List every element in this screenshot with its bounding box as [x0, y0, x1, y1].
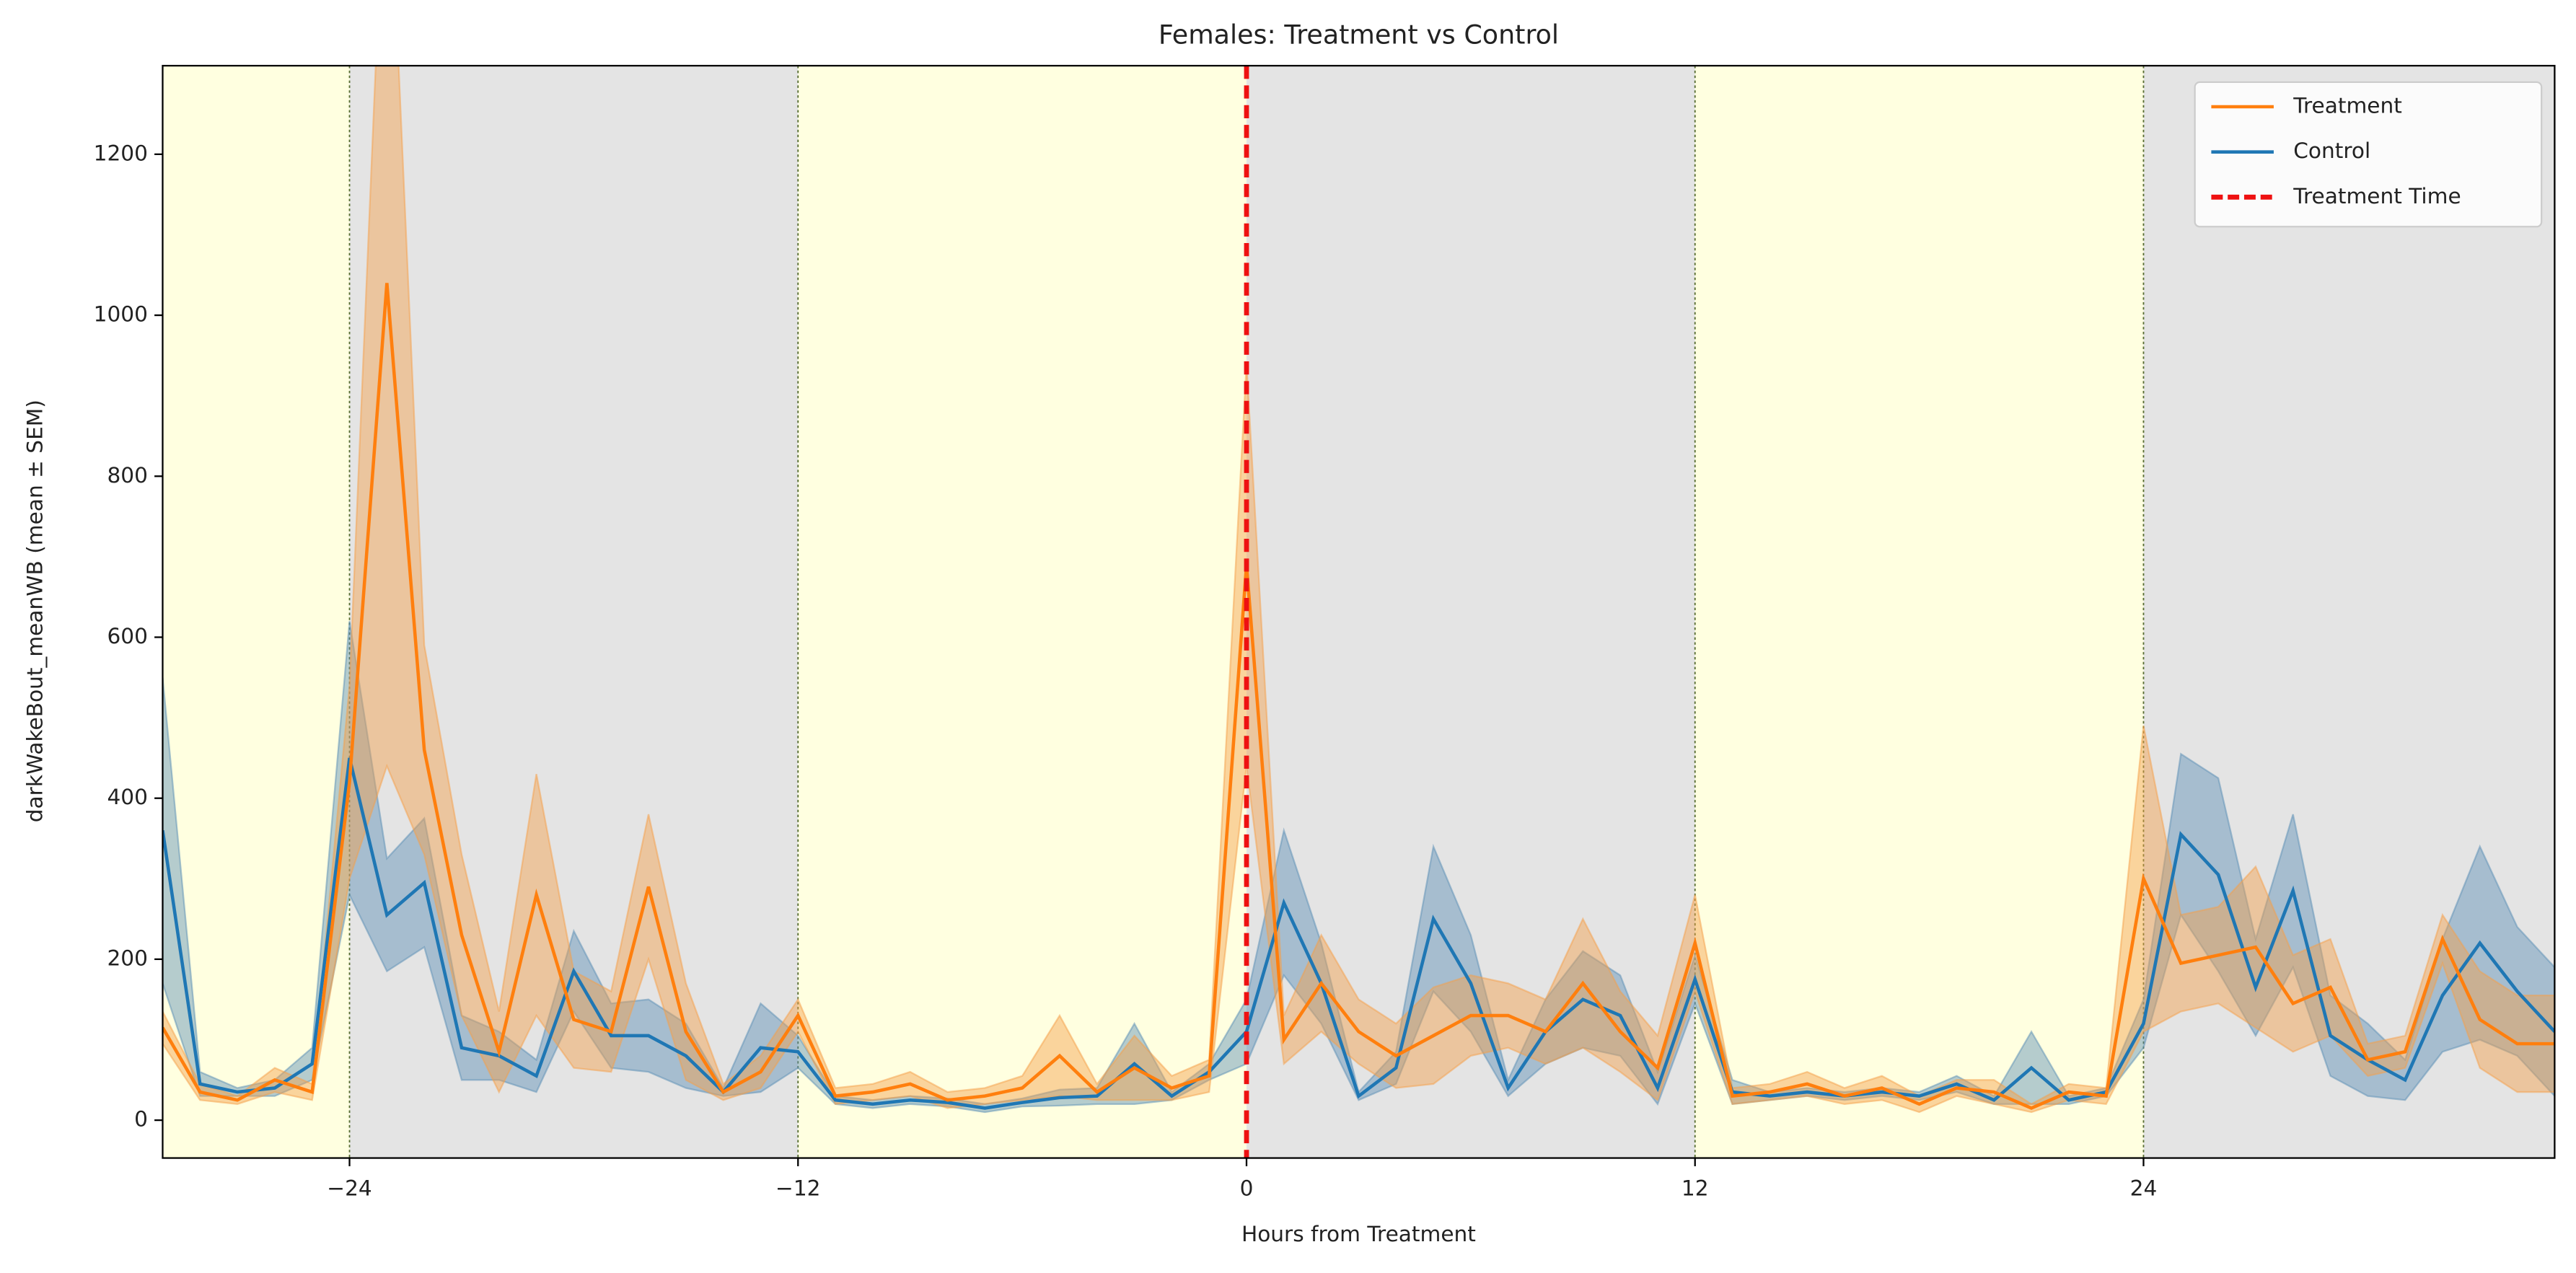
lines — [162, 66, 2555, 1158]
legend: Treatment Control Treatment Time — [2194, 81, 2543, 228]
axes: −24 −12 0 12 24 0 200 400 600 800 1000 1200 — [94, 141, 2158, 1200]
sem-band — [162, 66, 2555, 1114]
x-tick-label: −24 — [327, 1176, 372, 1200]
legend-box — [2194, 81, 2543, 228]
sem-band — [162, 620, 2555, 1114]
line — [162, 757, 2555, 1110]
chart-title: Females: Treatment vs Control — [1159, 19, 1559, 50]
legend-label: Treatment Time — [2293, 184, 2461, 208]
y-tick-label: 800 — [107, 463, 148, 488]
y-tick-label: 200 — [107, 946, 148, 970]
plot-frame — [162, 64, 2556, 1159]
y-tick-label: 400 — [107, 785, 148, 809]
legend-label: Control — [2293, 138, 2370, 163]
y-axis-label: darkWakeBout_meanWB (mean ± SEM) — [23, 400, 48, 822]
y-tick-label: 600 — [107, 624, 148, 648]
x-tick-label: 12 — [1682, 1176, 1709, 1200]
x-axis-label: Hours from Treatment — [1241, 1222, 1476, 1246]
y-tick-label: 0 — [134, 1107, 148, 1132]
x-tick-label: 0 — [1240, 1176, 1254, 1200]
period — [1694, 66, 2144, 1158]
legend-label: Treatment — [2293, 94, 2402, 118]
y-tick-label: 1000 — [94, 302, 148, 327]
x-tick-label: 24 — [2130, 1176, 2158, 1200]
x-tick-label: −12 — [775, 1176, 820, 1200]
y-tick-label: 1200 — [94, 141, 148, 165]
line — [162, 283, 2555, 1110]
bands — [162, 66, 2555, 1114]
period — [798, 66, 1247, 1158]
